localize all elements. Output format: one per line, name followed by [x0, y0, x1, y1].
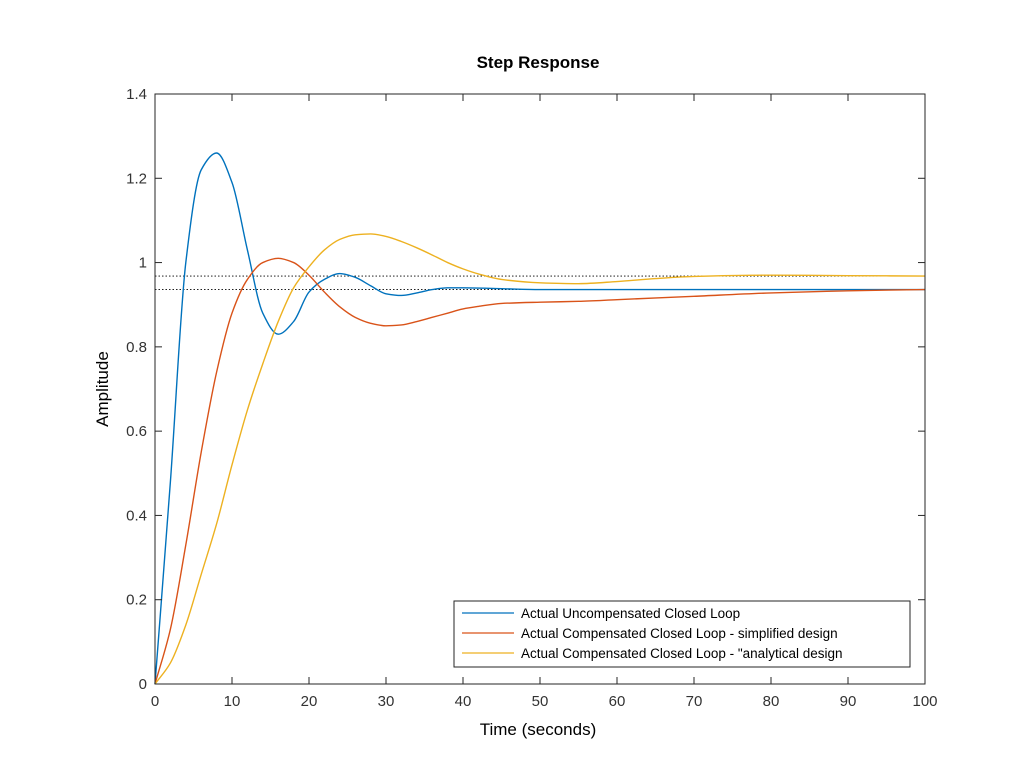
x-tick-label: 40	[455, 693, 472, 710]
y-axis-ticks: 0 0.2 0.4 0.6 0.8 1 1.2 1.4	[126, 86, 925, 693]
plot-area	[155, 94, 925, 684]
legend: Actual Uncompensated Closed Loop Actual …	[453, 600, 911, 668]
y-tick-label: 1	[139, 255, 147, 272]
x-tick-label: 80	[763, 693, 780, 710]
x-tick-label: 90	[840, 693, 857, 710]
series-line-uncompensated	[154, 152, 925, 685]
y-tick-label: 0.2	[126, 592, 147, 609]
x-tick-label: 60	[609, 693, 626, 710]
x-tick-label: 100	[912, 693, 937, 710]
x-axis-label: Time (seconds)	[480, 720, 597, 739]
legend-label-analytical: Actual Compensated Closed Loop - "analyt…	[521, 646, 842, 661]
y-axis-label: Amplitude	[93, 351, 112, 427]
y-tick-label: 0.6	[126, 423, 147, 440]
x-tick-label: 50	[532, 693, 549, 710]
x-axis-ticks: 0 10 20 30 40 50 60 70 80 90 100	[151, 94, 938, 710]
y-tick-label: 1.2	[126, 170, 147, 187]
y-tick-label: 1.4	[126, 86, 147, 103]
x-tick-label: 10	[224, 693, 241, 710]
legend-box	[453, 600, 911, 668]
x-tick-label: 20	[301, 693, 318, 710]
chart-title: Step Response	[477, 53, 600, 72]
series-line-analytical	[154, 233, 926, 685]
series-line-simplified	[154, 257, 926, 685]
y-tick-label: 0.4	[126, 507, 147, 524]
x-tick-label: 0	[151, 693, 159, 710]
legend-label-uncompensated: Actual Uncompensated Closed Loop	[521, 606, 740, 621]
legend-label-simplified: Actual Compensated Closed Loop - simplif…	[521, 626, 838, 641]
y-tick-label: 0	[139, 676, 147, 693]
y-tick-label: 0.8	[126, 339, 147, 356]
series-lines	[154, 152, 926, 685]
x-tick-label: 30	[378, 693, 395, 710]
x-tick-label: 70	[686, 693, 703, 710]
